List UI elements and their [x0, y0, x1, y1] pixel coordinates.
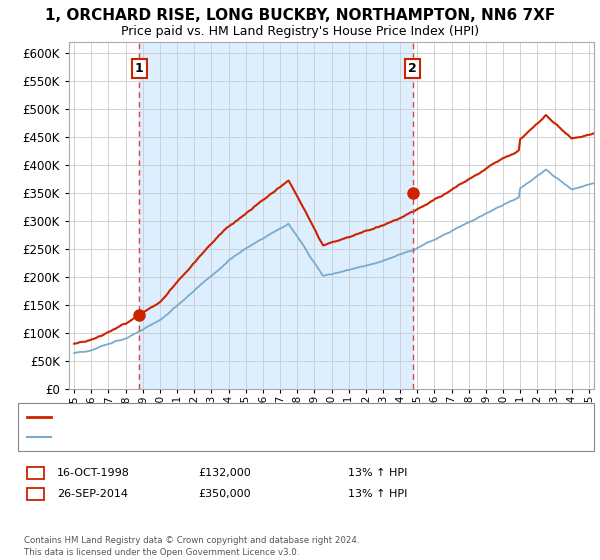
- Text: 13% ↑ HPI: 13% ↑ HPI: [348, 489, 407, 499]
- Text: 1: 1: [32, 468, 39, 478]
- Text: £132,000: £132,000: [198, 468, 251, 478]
- Text: Contains HM Land Registry data © Crown copyright and database right 2024.
This d: Contains HM Land Registry data © Crown c…: [24, 536, 359, 557]
- Text: HPI: Average price, detached house, West Northamptonshire: HPI: Average price, detached house, West…: [57, 432, 354, 442]
- Text: 13% ↑ HPI: 13% ↑ HPI: [348, 468, 407, 478]
- Text: 2: 2: [32, 489, 39, 499]
- Text: 1, ORCHARD RISE, LONG BUCKBY, NORTHAMPTON, NN6 7XF: 1, ORCHARD RISE, LONG BUCKBY, NORTHAMPTO…: [45, 8, 555, 24]
- Text: 2: 2: [408, 62, 417, 75]
- Text: 26-SEP-2014: 26-SEP-2014: [57, 489, 128, 499]
- Text: 1: 1: [135, 62, 143, 75]
- Bar: [139, 42, 413, 389]
- Text: Price paid vs. HM Land Registry's House Price Index (HPI): Price paid vs. HM Land Registry's House …: [121, 25, 479, 38]
- Text: 16-OCT-1998: 16-OCT-1998: [57, 468, 130, 478]
- Text: £350,000: £350,000: [198, 489, 251, 499]
- Text: 1, ORCHARD RISE, LONG BUCKBY, NORTHAMPTON, NN6 7XF (detached house): 1, ORCHARD RISE, LONG BUCKBY, NORTHAMPTO…: [57, 412, 440, 422]
